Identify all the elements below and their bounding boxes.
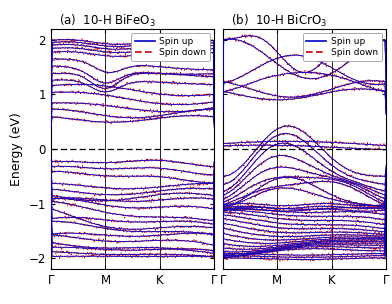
Text: (b)  10-H BiCrO$_3$: (b) 10-H BiCrO$_3$ xyxy=(231,13,327,29)
Legend: Spin up, Spin down: Spin up, Spin down xyxy=(303,33,381,61)
Text: (a)  10-H BiFeO$_3$: (a) 10-H BiFeO$_3$ xyxy=(59,13,156,29)
Y-axis label: Energy (eV): Energy (eV) xyxy=(10,112,23,186)
Legend: Spin up, Spin down: Spin up, Spin down xyxy=(131,33,210,61)
